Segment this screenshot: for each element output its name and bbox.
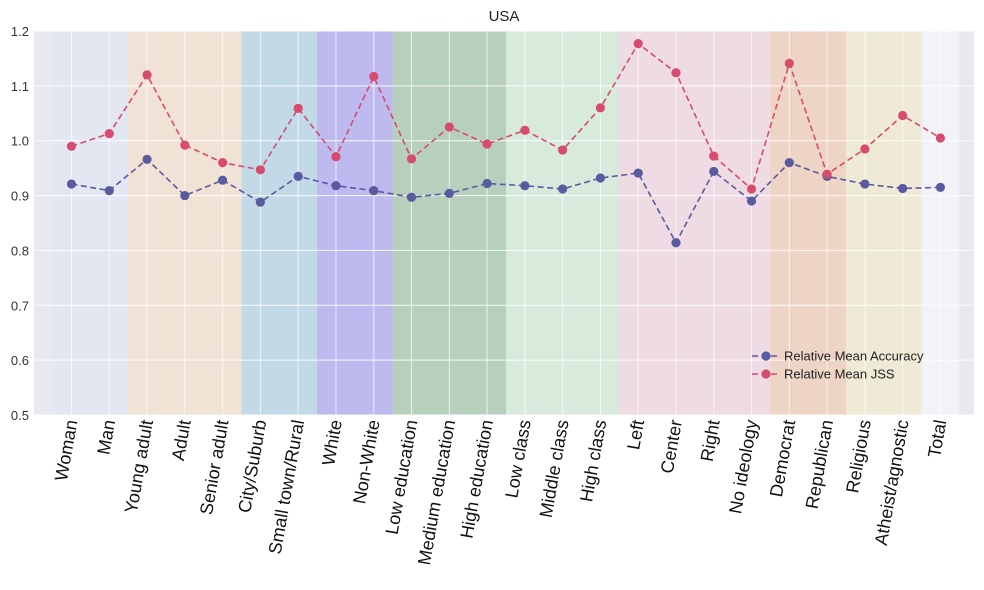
data-point (444, 122, 454, 132)
x-tick-label: No ideology (725, 418, 761, 515)
y-axis: 0.5 0.6 0.7 0.8 0.9 1.0 1.1 1.2 (11, 24, 29, 423)
data-point (142, 154, 152, 164)
x-tick-label: Center (657, 418, 686, 475)
data-point (671, 68, 681, 78)
x-tick-label: High education (456, 418, 497, 540)
data-point (142, 70, 152, 80)
x-tick-label: Small town/Rural (265, 418, 308, 555)
data-point (746, 184, 757, 194)
x-tick-label: Democrat (766, 418, 799, 498)
x-tick-label: City/Suburb (234, 418, 270, 514)
data-point (293, 103, 303, 113)
legend-marker (761, 351, 771, 361)
series-lines (71, 42, 941, 245)
data-point (935, 133, 946, 143)
data-point (784, 158, 794, 168)
x-tick-label: Low education (382, 418, 422, 536)
data-point (482, 178, 492, 189)
band-urbanicity (241, 31, 318, 415)
y-tick-label: 1.2 (11, 24, 29, 39)
y-tick-label: 0.6 (11, 353, 29, 368)
data-point (255, 197, 265, 207)
x-tick-label: Total (924, 418, 950, 459)
data-point (406, 192, 417, 202)
series-line-0 (71, 158, 941, 245)
x-axis: Woman Man Young adult Adult Senior adult City… (51, 418, 950, 566)
data-point (406, 154, 417, 164)
y-tick-label: 0.5 (11, 408, 29, 423)
data-point (860, 144, 870, 154)
data-point (331, 181, 341, 191)
data-point (520, 125, 530, 135)
data-point (104, 186, 114, 196)
data-point (633, 168, 643, 178)
x-tick-label: Low class (501, 418, 534, 499)
data-point (331, 152, 341, 162)
data-point (520, 181, 530, 191)
data-point (66, 141, 77, 151)
data-point (898, 183, 908, 194)
data-point (218, 158, 228, 168)
data-point (860, 179, 870, 189)
band-ideology (619, 31, 771, 415)
x-tick-label: Young adult (121, 418, 157, 514)
x-tick-label: Left (623, 418, 648, 451)
data-point (671, 238, 681, 248)
legend: Relative Mean Accuracy Relative Mean JSS (752, 349, 924, 382)
data-point (746, 196, 757, 206)
band-gender (52, 31, 129, 415)
data-point (369, 71, 379, 82)
x-tick-label: Adult (168, 418, 195, 462)
x-tick-label: Republican (802, 418, 837, 510)
data-point (482, 139, 492, 149)
data-point (935, 182, 946, 192)
data-point (293, 171, 303, 181)
data-point (558, 184, 568, 194)
data-point (218, 175, 228, 185)
data-point (104, 128, 114, 139)
legend-label: Relative Mean JSS (784, 367, 895, 382)
y-tick-label: 0.7 (11, 298, 29, 313)
data-point (444, 188, 454, 198)
data-point (595, 103, 606, 113)
data-point (558, 145, 568, 155)
data-point (898, 110, 908, 121)
data-point (784, 58, 794, 68)
band-party (770, 31, 846, 415)
x-tick-label: Senior adult (196, 418, 232, 516)
y-tick-label: 0.8 (11, 243, 29, 258)
data-point (369, 186, 379, 196)
x-tick-label: Non-White (349, 418, 383, 505)
series-line-1 (71, 42, 941, 191)
data-point (709, 166, 719, 177)
grid-lines (34, 30, 974, 416)
x-tick-label: High class (576, 418, 610, 503)
x-tick-label: White (318, 418, 346, 467)
data-point (633, 39, 643, 49)
legend-label: Relative Mean Accuracy (784, 349, 924, 364)
data-point (822, 169, 832, 179)
x-tick-label: Atheist/agnostic (871, 418, 913, 547)
legend-marker (761, 369, 771, 379)
x-tick-label: Middle class (536, 418, 573, 519)
data-point (595, 173, 606, 183)
series-points (66, 39, 946, 248)
chart-title: USA (489, 8, 520, 25)
y-tick-label: 1.0 (11, 134, 29, 149)
data-point (66, 179, 77, 189)
data-point (709, 151, 719, 161)
x-tick-label: Woman (51, 418, 81, 482)
band-race (317, 31, 393, 415)
band-religion (845, 31, 922, 415)
x-tick-label: Man (93, 418, 119, 456)
x-tick-label: Medium education (414, 418, 459, 566)
x-tick-label: Right (697, 418, 724, 463)
data-point (180, 190, 190, 201)
data-point (255, 165, 265, 175)
y-tick-label: 0.9 (11, 189, 29, 204)
data-point (180, 140, 190, 150)
y-tick-label: 1.1 (11, 79, 29, 94)
x-tick-label: Religious (842, 418, 875, 494)
